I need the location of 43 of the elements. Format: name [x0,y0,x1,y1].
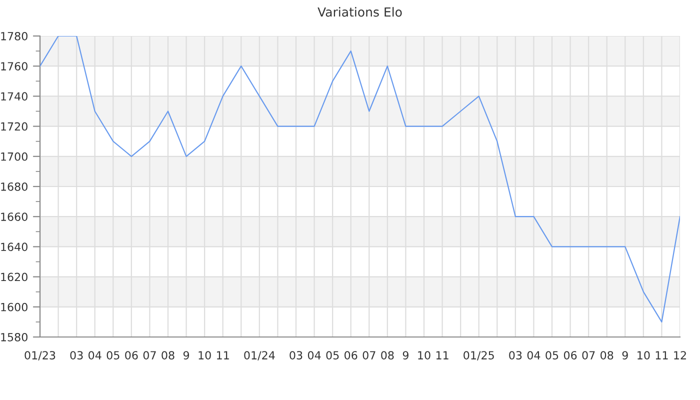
x-tick-label: 11 [217,351,229,360]
x-tick-label: 07 [143,351,156,360]
y-tick-label: 1740 [1,92,28,101]
x-tick-label: 10 [638,351,650,360]
x-tick-label: 07 [362,351,376,360]
x-tick-label: 11 [436,351,448,360]
x-tick-label: 05 [546,351,558,360]
x-tick-label: 04 [527,351,540,360]
y-tick-label: 1780 [1,32,28,40]
y-tick-label: 1600 [1,302,28,312]
x-tick-label: 04 [88,351,102,360]
x-tick-label: 04 [308,351,321,360]
x-tick-label: 01/25 [464,351,494,360]
x-tick-label: 05 [106,351,120,360]
x-tick-label: 06 [564,351,577,360]
x-tick-label: 12 [674,351,686,360]
x-tick-label: 06 [344,351,358,360]
x-tick-label: 05 [326,351,339,360]
y-tick-label: 1660 [1,212,28,221]
x-tick-label: 07 [582,351,595,360]
x-tick-label: 01/24 [244,351,275,360]
x-tick-label: 9 [183,351,190,360]
x-tick-label: 03 [509,351,522,360]
y-tick-label: 1620 [1,272,28,282]
y-tick-label: 1640 [1,242,28,252]
y-tick-label: 1720 [1,122,28,131]
x-tick-label: 10 [418,351,430,360]
y-tick-label: 1760 [1,62,28,70]
y-tick-label: 1700 [1,152,28,161]
y-tick-label: 1680 [1,182,28,191]
x-tick-label: 9 [402,351,408,360]
y-tick-label: 1580 [1,332,28,342]
x-tick-label: 03 [70,351,83,360]
x-tick-label: 11 [656,351,668,360]
x-tick-label: 10 [198,351,211,360]
x-tick-label: 08 [162,351,174,360]
x-tick-label: 08 [381,351,394,360]
x-tick-label: 01/23 [24,351,56,360]
x-tick-label: 06 [125,351,138,360]
x-tick-label: 9 [622,351,628,360]
chart-title: Variations Elo [318,7,402,17]
x-tick-label: 03 [290,351,302,360]
x-tick-label: 08 [600,351,614,360]
